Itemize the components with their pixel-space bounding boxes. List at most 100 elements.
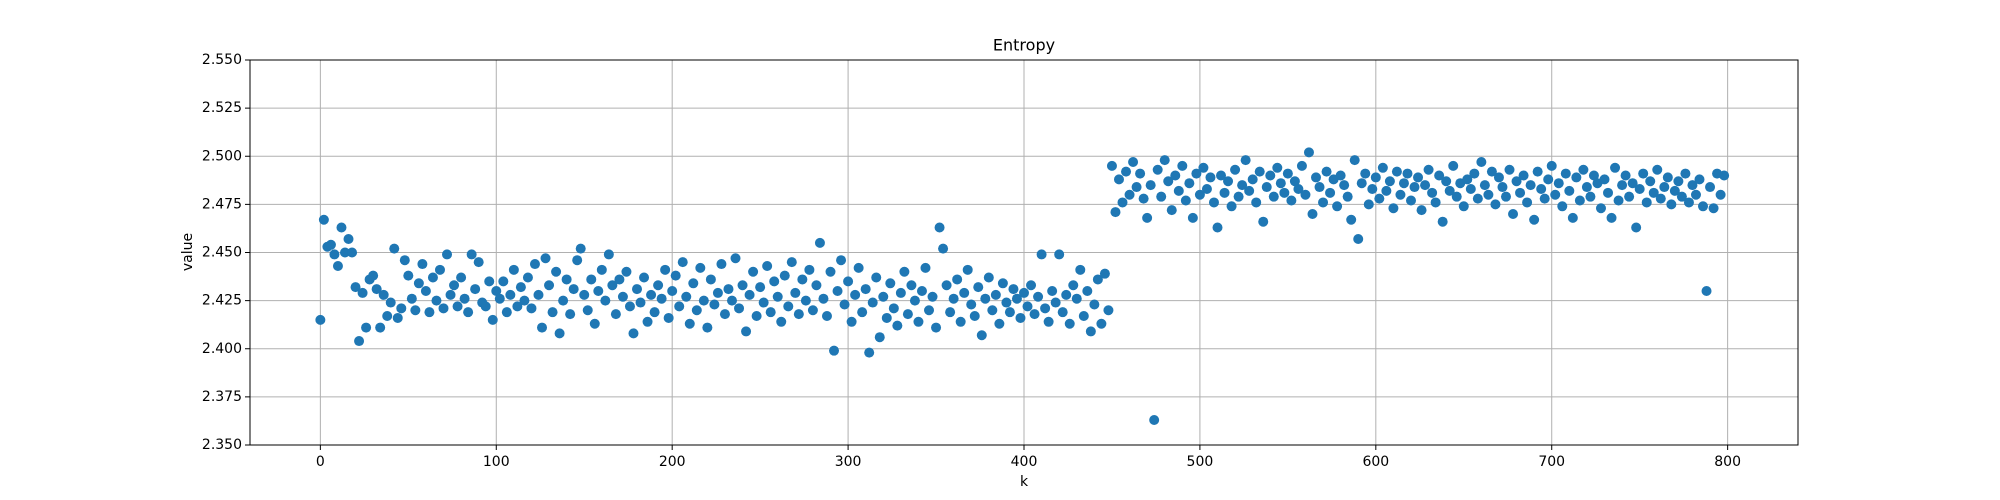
point	[586, 274, 597, 285]
point	[1578, 164, 1589, 175]
point	[1437, 216, 1448, 227]
point	[1205, 172, 1216, 183]
point	[1374, 193, 1385, 204]
point	[1479, 180, 1490, 191]
point	[1318, 197, 1329, 208]
point	[934, 222, 945, 233]
point	[1377, 162, 1388, 173]
point	[1135, 168, 1146, 179]
point	[807, 305, 818, 316]
point	[1163, 176, 1174, 187]
point	[987, 305, 998, 316]
point	[1201, 183, 1212, 194]
point	[1156, 191, 1167, 202]
point	[1296, 160, 1307, 171]
point	[406, 293, 417, 304]
point	[1254, 166, 1265, 177]
point	[336, 222, 347, 233]
point	[1311, 172, 1322, 183]
point	[916, 286, 927, 296]
point	[551, 266, 562, 277]
point	[456, 272, 467, 283]
point	[1078, 311, 1089, 322]
point	[1613, 195, 1624, 206]
point	[1585, 191, 1596, 202]
point	[1529, 214, 1540, 225]
x-axis-label: k	[1020, 474, 1029, 490]
point	[1701, 286, 1712, 296]
point	[1448, 160, 1459, 171]
point	[959, 287, 970, 298]
point	[864, 347, 875, 358]
point	[1620, 170, 1631, 181]
point	[1515, 187, 1526, 198]
point	[1233, 191, 1244, 202]
point	[1001, 297, 1012, 308]
point	[1384, 176, 1395, 187]
point	[941, 280, 952, 291]
point	[1208, 197, 1219, 208]
point	[1047, 286, 1058, 296]
point	[1128, 157, 1139, 168]
point	[790, 287, 801, 298]
point	[487, 314, 498, 325]
point	[1638, 168, 1649, 179]
point	[642, 316, 653, 327]
point	[1581, 182, 1592, 193]
point	[1659, 182, 1670, 193]
point	[1441, 176, 1452, 187]
point	[909, 295, 920, 306]
point	[1525, 180, 1536, 191]
point	[1184, 178, 1195, 189]
point	[1367, 183, 1378, 194]
point	[1103, 305, 1114, 316]
point	[442, 249, 453, 260]
point	[378, 289, 389, 300]
point	[1715, 189, 1726, 200]
point	[1486, 166, 1497, 177]
y-axis-label: value	[180, 233, 196, 271]
x-tick-label: 0	[316, 454, 325, 470]
point	[698, 295, 709, 306]
y-tick-label: 2.525	[202, 100, 242, 116]
point	[853, 262, 864, 273]
x-tick-label: 700	[1538, 454, 1565, 470]
point	[533, 289, 544, 300]
point	[315, 314, 326, 325]
point	[1247, 174, 1258, 185]
point	[1705, 182, 1716, 193]
point	[677, 257, 688, 268]
point	[1240, 155, 1251, 166]
point	[1504, 164, 1515, 175]
point	[969, 311, 980, 322]
point	[818, 293, 829, 304]
point	[860, 284, 871, 295]
point	[1532, 166, 1543, 177]
point	[1216, 170, 1227, 181]
point	[410, 305, 421, 316]
point	[716, 259, 727, 270]
point	[628, 328, 639, 339]
point	[1015, 312, 1026, 323]
point	[1040, 303, 1051, 314]
point	[920, 262, 931, 273]
point	[762, 260, 773, 271]
point	[1360, 168, 1371, 179]
point	[1307, 209, 1318, 219]
point	[1342, 191, 1353, 202]
point	[1212, 222, 1223, 233]
point	[579, 289, 590, 300]
point	[396, 303, 407, 314]
point	[1676, 191, 1687, 202]
point	[1666, 199, 1677, 210]
point	[466, 249, 477, 260]
point	[948, 293, 959, 304]
point	[505, 289, 516, 300]
point	[1420, 180, 1431, 191]
point	[1381, 185, 1392, 196]
point	[1332, 201, 1343, 212]
point	[836, 255, 847, 266]
point	[558, 295, 569, 306]
point	[829, 345, 840, 356]
